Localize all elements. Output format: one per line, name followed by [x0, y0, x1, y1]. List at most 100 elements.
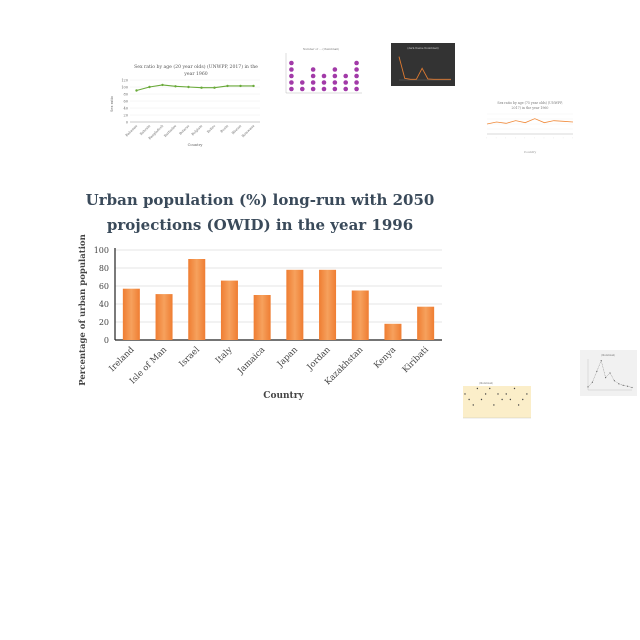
- thumb1-line: [136, 84, 254, 92]
- thumb2-dot: [332, 67, 338, 72]
- y-tick-label: 60: [99, 282, 109, 291]
- thumbnail-dark-line[interactable]: (dark-theme thumbnail): [391, 43, 455, 86]
- thumb5-point: [476, 387, 479, 390]
- thumb1-point: [239, 84, 242, 88]
- thumb1-xtick: Bhutan: [231, 123, 243, 135]
- thumb1-ytick: 80: [124, 93, 128, 97]
- thumb5-point: [526, 393, 528, 395]
- thumb1-svg: Sex ratio by age (20 year olds) (UNWPP, …: [110, 63, 260, 147]
- thumb1-ytick: 40: [124, 107, 128, 111]
- thumb4-xtick: ·: [504, 136, 508, 140]
- thumb5-point: [522, 398, 524, 401]
- thumb1-point: [174, 85, 177, 88]
- thumb5-point: [468, 398, 470, 401]
- bar-jordan: [319, 269, 337, 340]
- bar-japan: [286, 269, 304, 340]
- x-tick-label: Japan: [275, 345, 300, 370]
- thumbnail-purple-dots[interactable]: Number of ... (thumbnail): [276, 44, 366, 102]
- thumb4-xtick: ·: [523, 136, 527, 140]
- thumb2-dot: [289, 60, 294, 66]
- thumb5-point: [517, 404, 520, 406]
- bar-italy: [220, 280, 238, 340]
- thumb5-point: [472, 404, 474, 406]
- thumbnail-sex-ratio-20[interactable]: Sex ratio by age (20 year olds) (UNWPP, …: [108, 58, 270, 148]
- thumb1-title-1: Sex ratio by age (20 year olds) (UNWPP, …: [134, 63, 258, 70]
- thumb2-dot: [343, 86, 349, 92]
- thumb5-point: [464, 393, 466, 395]
- thumb5-point: [489, 387, 491, 390]
- chart-title-line-2: projections (OWID) in the year 1996: [107, 216, 413, 234]
- thumb5-svg: (thumbnail): [463, 382, 531, 419]
- thumb1-xtick: Botswana: [241, 124, 255, 138]
- thumb4-xlabel: Country: [524, 150, 537, 154]
- thumb2-dot: [321, 86, 327, 92]
- thumb2-dot: [354, 67, 359, 72]
- thumb4-title-1: Sex ratio by age (75 year olds) (UNWPP,: [497, 101, 563, 105]
- thumb5-plot-bg: [463, 386, 531, 418]
- thumb3-line: [398, 56, 451, 80]
- thumb5-point: [501, 398, 503, 401]
- thumb2-dot: [289, 73, 294, 79]
- thumb1-ytick: 0: [126, 121, 128, 125]
- thumb1-point: [148, 85, 151, 89]
- thumb4-xtick: ·: [514, 136, 518, 140]
- bar-israel: [188, 259, 206, 340]
- thumb2-dot: [321, 73, 327, 79]
- x-tick-label: Jordan: [305, 345, 333, 373]
- thumb2-dot: [321, 80, 327, 85]
- thumb1-point: [135, 89, 138, 92]
- thumb6-point: [596, 370, 598, 372]
- thumb4-xtick: ·: [571, 136, 575, 140]
- thumb4-xtick: ·: [533, 136, 537, 140]
- thumb2-dot: [310, 80, 316, 85]
- thumb1-title-2: year 1960: [183, 71, 207, 77]
- chart-title-line-1: Urban population (%) long-run with 2050: [86, 191, 435, 209]
- thumb1-xlabel: Country: [188, 143, 204, 147]
- y-tick-label: 100: [94, 246, 109, 255]
- main-bar-chart: Urban population (%) long-run with 2050 p…: [70, 185, 470, 405]
- thumb2-dot: [310, 67, 316, 72]
- x-tick-label: Jamaica: [235, 345, 267, 377]
- thumb1-xtick: Belgium: [191, 123, 204, 136]
- thumb1-point: [213, 86, 216, 89]
- thumb2-dot: [289, 80, 294, 85]
- thumb6-point: [618, 383, 620, 385]
- thumb5-point: [484, 393, 487, 395]
- thumb4-svg: Sex ratio by age (75 year olds) (UNWPP,2…: [485, 101, 575, 154]
- thumb1-xtick: Bahamas: [125, 124, 139, 138]
- thumb6-svg: (thumbnail): [580, 350, 637, 396]
- thumb4-xtick: ·: [485, 136, 489, 140]
- thumb5-point: [497, 393, 499, 395]
- thumb1-ytick: 120: [121, 79, 128, 83]
- x-tick-label: Italy: [214, 345, 235, 366]
- x-tick-label: Kiribati: [401, 345, 431, 375]
- thumb2-dot: [354, 73, 359, 79]
- thumb5-point: [480, 398, 483, 401]
- thumb4-xtick: ·: [552, 136, 556, 140]
- thumb1-point: [161, 83, 164, 87]
- bar-kazakhstan: [351, 290, 369, 340]
- thumb2-dot: [343, 73, 349, 79]
- y-axis-label: Percentage of urban population: [78, 234, 88, 386]
- x-tick-label: Ireland: [107, 345, 136, 374]
- thumbnail-yellow-scatter[interactable]: (thumbnail): [456, 380, 534, 426]
- thumb4-xtick: ·: [494, 136, 498, 140]
- thumb4-xtick: ·: [542, 136, 546, 140]
- thumb1-xtick: Benin: [220, 123, 230, 133]
- thumb6-title: (thumbnail): [601, 354, 615, 357]
- thumb1-xtick: Belarus: [178, 124, 190, 136]
- thumbnail-gray-line[interactable]: (thumbnail): [580, 350, 637, 396]
- x-tick-label: Kenya: [372, 345, 398, 371]
- thumbnail-sex-ratio-75[interactable]: Sex ratio by age (75 year olds) (UNWPP, 2…: [475, 96, 581, 156]
- thumb1-ytick: 100: [121, 86, 128, 90]
- thumb2-dot: [354, 86, 359, 92]
- thumb4-line: [486, 118, 574, 125]
- main-chart-svg: Urban population (%) long-run with 2050 p…: [78, 191, 442, 401]
- bar-kenya: [384, 323, 402, 340]
- thumb6-bg: [580, 350, 637, 396]
- thumb5-title: (thumbnail): [479, 382, 493, 385]
- thumb2-title: Number of ... (thumbnail): [303, 47, 339, 51]
- thumb5-point: [513, 387, 516, 390]
- thumb2-dot: [332, 80, 338, 85]
- thumb2-svg: Number of ... (thumbnail): [285, 47, 362, 94]
